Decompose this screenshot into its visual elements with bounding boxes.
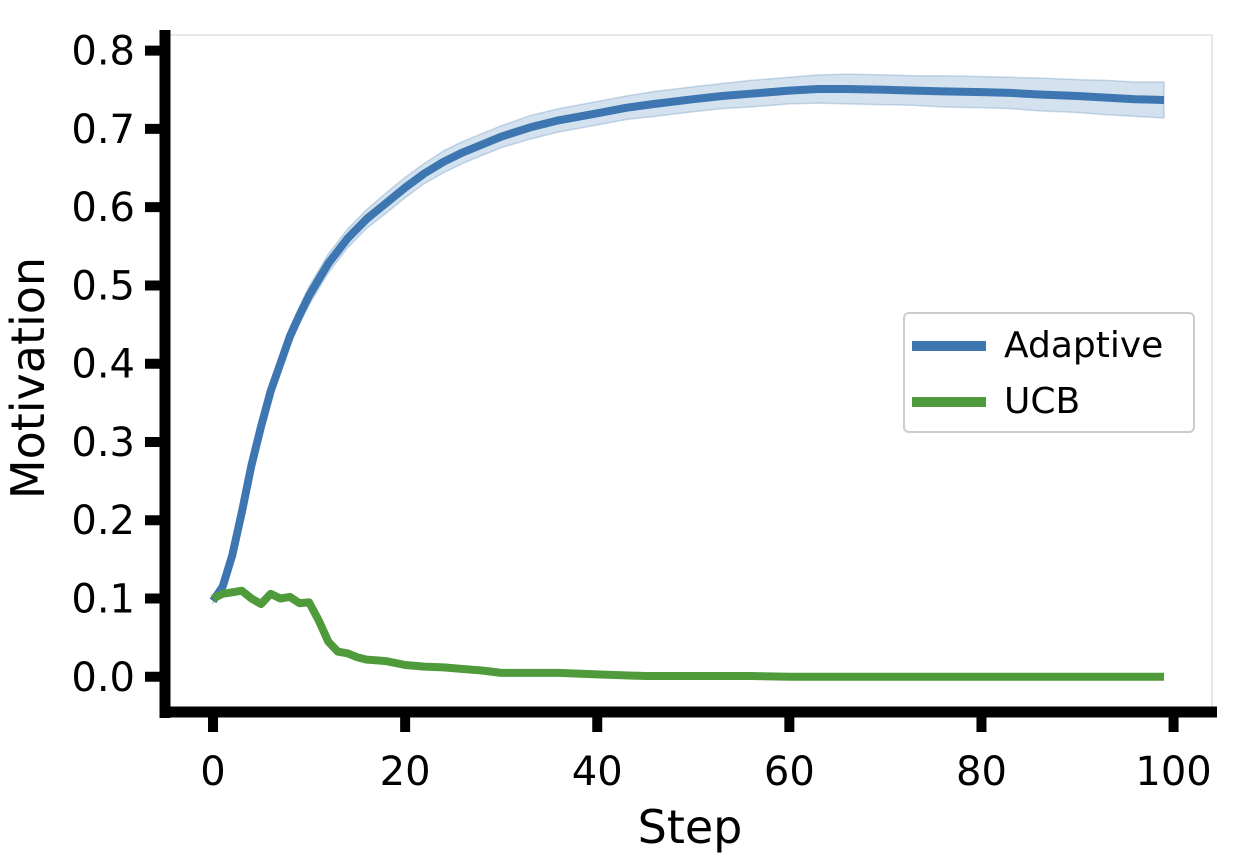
x-axis-label: Step xyxy=(638,800,743,854)
ticks-layer: 0.0 0.1 0.2 0.3 0.4 0.5 0.6 0.7 0.8 0 20 40 60 80 100 xyxy=(71,29,1211,795)
y-tick-label: 0.3 xyxy=(71,420,135,466)
x-tick-label: 80 xyxy=(956,749,1007,795)
x-tick-label: 20 xyxy=(380,749,431,795)
legend: Adaptive UCB xyxy=(903,312,1195,433)
y-tick-label: 0.0 xyxy=(71,655,135,701)
series-line-adaptive xyxy=(209,85,1165,604)
y-tick-label: 0.7 xyxy=(71,107,135,153)
y-tick-label: 0.1 xyxy=(71,577,135,623)
series-line-ucb xyxy=(211,586,1164,681)
x-tick-label: 40 xyxy=(572,749,623,795)
x-tick-label: 100 xyxy=(1135,749,1211,795)
y-tick-label: 0.6 xyxy=(71,185,135,231)
y-axis-label: Motivation xyxy=(1,257,55,499)
x-tick-label: 0 xyxy=(200,749,225,795)
legend-label-ucb: UCB xyxy=(1004,381,1080,422)
x-tick-label: 60 xyxy=(764,749,815,795)
y-tick-label: 0.4 xyxy=(71,342,135,388)
plot-frame xyxy=(165,34,1213,712)
series-layer xyxy=(209,73,1165,681)
series-band-adaptive xyxy=(212,73,1165,606)
y-tick-label: 0.2 xyxy=(71,498,135,544)
y-tick-label: 0.5 xyxy=(71,263,135,309)
legend-label-adaptive: Adaptive xyxy=(1004,325,1163,366)
y-tick-label: 0.8 xyxy=(71,29,135,75)
